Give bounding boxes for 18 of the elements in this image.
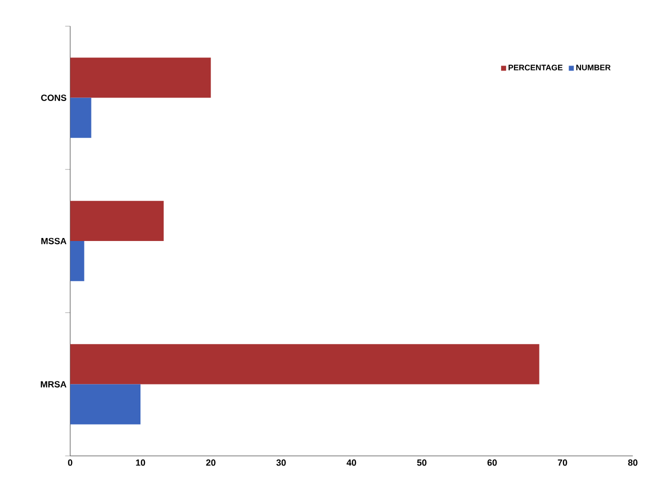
bar — [70, 98, 92, 138]
y-tick-label: CONS — [41, 94, 66, 101]
x-tick-label: 80 — [628, 459, 638, 466]
y-tick-label: MSSA — [41, 238, 66, 244]
bar — [70, 344, 540, 384]
x-tick-label: 10 — [136, 459, 146, 466]
bar — [70, 384, 140, 424]
x-tick-label: 70 — [558, 459, 568, 466]
x-tick-label: 20 — [206, 459, 216, 466]
y-tick-label: MRSA — [40, 381, 66, 388]
bar — [70, 58, 211, 98]
x-tick-label: 30 — [276, 459, 286, 466]
x-tick-label: 0 — [68, 459, 72, 466]
bar — [70, 200, 164, 241]
bar — [70, 240, 84, 282]
x-tick-label: 50 — [417, 459, 426, 466]
x-tick-label: 40 — [346, 459, 356, 466]
x-tick-label: 60 — [487, 459, 497, 466]
